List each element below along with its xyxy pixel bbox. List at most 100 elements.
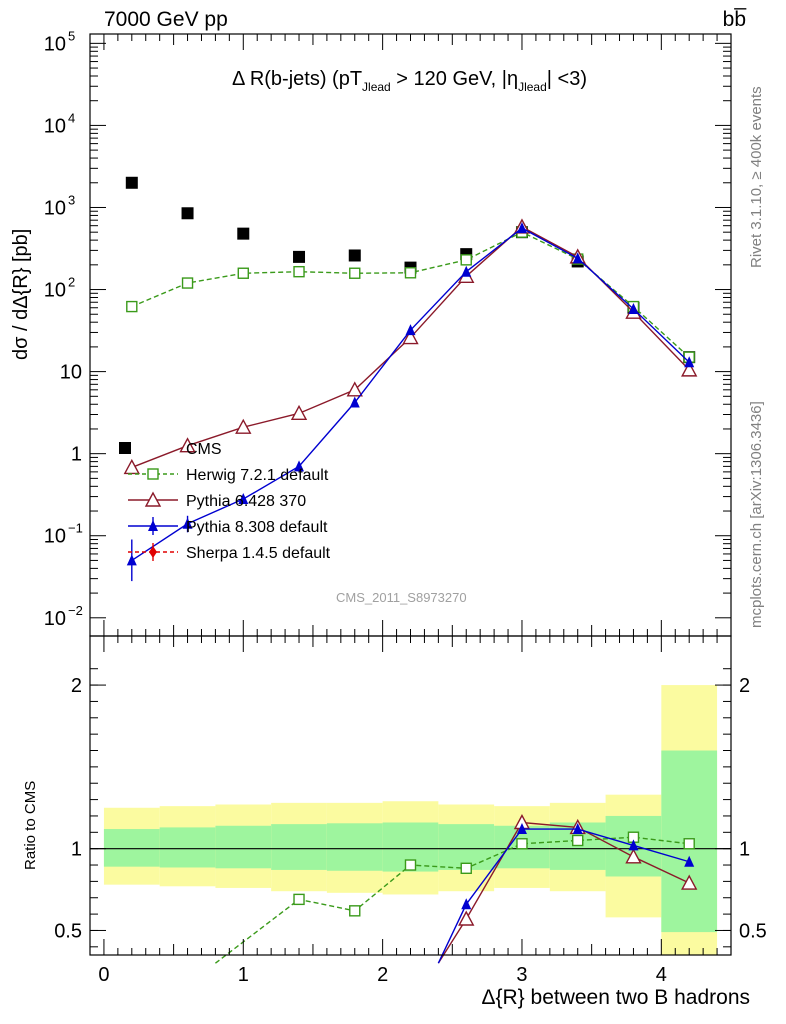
herwig-point-6 [460, 254, 472, 266]
legend-sherpa-label: Sherpa 1.4.5 default [186, 545, 331, 562]
y-tick-exp-5: 3 [68, 192, 75, 207]
cms-point-1 [181, 207, 194, 220]
mcplots-reference-label: mcplots.cern.ch [arXiv:1306.3436] [748, 401, 765, 628]
herwig-point-0 [126, 300, 138, 313]
y-tick-exp-7: 5 [68, 28, 75, 43]
ratio-y-tick-label-1: 1 [71, 839, 82, 861]
band-inner-3 [271, 824, 327, 870]
ratio-y-tick-label-right-1: 1 [739, 839, 750, 861]
x-tick-label-2: 2 [377, 964, 388, 986]
legend-cms-marker [119, 442, 131, 454]
y-tick-label-1: 10 [44, 526, 66, 548]
herwig-point-2 [237, 267, 249, 279]
pythia8-point-8 [572, 252, 583, 264]
herwig-ratio-point-5 [516, 838, 528, 850]
ratio-uncertainty-bands [90, 685, 731, 955]
pythia8-point-4 [349, 396, 360, 408]
band-inner-1 [159, 827, 216, 868]
pythia8-point-5 [405, 324, 416, 336]
pythia8-point-10 [684, 356, 695, 368]
herwig-ratio-point-8 [683, 838, 695, 850]
pythia6-point-5 [402, 329, 419, 345]
y-tick-label-3: 10 [60, 362, 82, 384]
pythia8-ratio-point-1 [461, 898, 472, 910]
ratio-axis-label: Ratio to CMS [22, 780, 39, 870]
collision-energy-label: 7000 GeV pp [104, 8, 228, 31]
x-axis-label: Δ{R} between two B hadrons [481, 986, 750, 1009]
ratio-y-tick-label-0: 0.5 [54, 920, 82, 942]
herwig-ratio-point-4 [460, 862, 472, 874]
pythia6-point-1 [179, 437, 196, 453]
legend-pythia8-label: Pythia 8.308 default [186, 519, 328, 536]
band-inner-0 [103, 829, 160, 867]
pythia8-ratio-point-2 [516, 823, 527, 835]
herwig-ratio-point-6 [572, 834, 584, 847]
band-inner-6 [438, 824, 495, 870]
ratio-y-tick-label-2: 2 [71, 675, 82, 697]
y-tick-exp-4: 2 [68, 275, 75, 290]
legend-cms-label: CMS [186, 441, 222, 458]
cms-point-0 [125, 176, 138, 189]
legend-pythia6-marker [144, 491, 162, 507]
pythia8-point-6 [461, 265, 472, 277]
y-tick-exp-1: −1 [68, 521, 83, 536]
cross-section-series [123, 176, 698, 582]
cms-point-3 [293, 250, 306, 263]
legend-sherpa-marker [149, 546, 157, 558]
pythia8-ratio-point-5 [684, 855, 695, 867]
y-tick-label-0: 10 [44, 608, 66, 630]
chart-title: Δ R(b-jets) (pTJlead > 120 GeV, |ηJlead|… [232, 68, 587, 94]
herwig-ratio-point-1 [293, 893, 305, 906]
x-tick-label-0: 0 [98, 964, 109, 986]
pythia6-ratio-point-4 [625, 848, 642, 864]
analysis-id-label: CMS_2011_S8973270 [336, 590, 467, 605]
pythia6-point-4 [346, 381, 363, 397]
pythia6-ratio-point-1 [458, 910, 475, 926]
pythia6-point-0 [123, 458, 140, 475]
process-label: bb̅ [722, 8, 746, 31]
pythia6-ratio-point-5 [681, 874, 698, 890]
band-inner-2 [215, 825, 272, 869]
pythia8-point-3 [294, 460, 305, 472]
pythia6-ratio-line [437, 821, 690, 964]
y-tick-label-5: 10 [44, 197, 66, 219]
pythia8-point-2 [238, 493, 249, 505]
herwig-point-4 [349, 267, 361, 279]
herwig-ratio-point-2 [349, 905, 361, 917]
legend: CMS Herwig 7.2.1 default Pythia 6.428 370 P… [119, 441, 331, 562]
x-tick-label-3: 3 [516, 964, 527, 986]
y-tick-exp-0: −2 [68, 603, 83, 618]
y-tick-label-7: 10 [44, 33, 66, 55]
x-tick-label-4: 4 [656, 964, 667, 986]
y-tick-label-2: 1 [71, 444, 82, 466]
pythia8-ratio-point-4 [628, 839, 639, 851]
pythia6-point-10 [681, 361, 698, 377]
y-tick-label-4: 10 [44, 280, 66, 302]
rivet-version-label: Rivet 3.1.10, ≥ 400k events [748, 86, 765, 268]
pythia6-point-2 [235, 418, 252, 434]
legend-pythia6-label: Pythia 6.428 370 [186, 493, 306, 510]
ratio-y-tick-label-right-2: 2 [739, 675, 750, 697]
y-tick-exp-6: 4 [68, 110, 75, 125]
pythia8-point-9 [628, 302, 639, 314]
x-tick-label-1: 1 [238, 964, 249, 986]
legend-herwig-label: Herwig 7.2.1 default [186, 467, 329, 484]
herwig-point-5 [404, 267, 417, 279]
pythia8-point-7 [516, 222, 527, 234]
pythia6-point-3 [290, 404, 308, 421]
ratio-y-tick-label-right-0: 0.5 [739, 920, 767, 942]
pythia8-ratio-point-3 [572, 823, 583, 835]
y-tick-label-6: 10 [44, 115, 66, 137]
band-inner-4 [326, 823, 383, 871]
legend-herwig-marker [147, 468, 159, 480]
herwig-point-3 [293, 265, 305, 278]
ratio-series [214, 814, 698, 964]
y-axis-label: dσ / dΔ{R} [pb] [10, 228, 32, 360]
pythia8-ratio-line [437, 828, 690, 964]
cms-point-4 [348, 249, 361, 262]
legend-pythia8-marker [148, 520, 158, 531]
herwig-ratio-point-3 [404, 859, 417, 871]
cms-point-2 [237, 227, 250, 240]
